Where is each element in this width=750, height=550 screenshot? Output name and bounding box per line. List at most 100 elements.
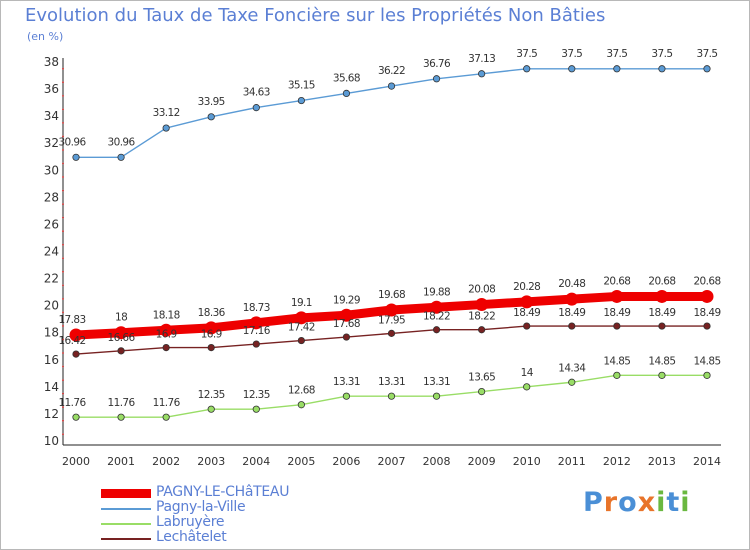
data-label: 19.1 [291, 297, 312, 309]
data-point [342, 333, 351, 341]
data-point [655, 289, 669, 303]
data-point [339, 308, 353, 322]
data-point [568, 65, 576, 73]
data-point [72, 413, 80, 421]
chart-title: Evolution du Taux de Taxe Foncière sur l… [25, 5, 606, 26]
data-point [117, 413, 125, 421]
data-point [432, 75, 441, 83]
y-minor-tick [62, 352, 64, 354]
legend-swatch [101, 508, 151, 510]
y-minor-tick [62, 67, 64, 70]
data-label: 36.22 [378, 65, 405, 77]
data-point [72, 153, 80, 161]
data-label: 18.18 [153, 309, 180, 321]
data-point [252, 405, 260, 413]
x-tick-label: 2007 [378, 455, 406, 468]
data-label: 37.5 [697, 48, 718, 60]
y-minor-tick [62, 230, 64, 233]
data-label: 37.5 [651, 48, 672, 60]
data-point [249, 316, 263, 330]
y-tick-label: 22 [44, 272, 59, 286]
unit-label: (en %) [27, 30, 64, 43]
data-point [430, 300, 444, 314]
data-point [162, 413, 170, 421]
x-tick-label: 2009 [468, 455, 496, 468]
data-label: 12.35 [243, 389, 270, 401]
data-label: 20.68 [648, 275, 675, 287]
data-label: 33.95 [198, 96, 225, 108]
data-label: 36.76 [423, 58, 451, 70]
y-minor-tick [62, 406, 64, 409]
y-tick-label: 12 [44, 407, 59, 421]
data-label: 20.08 [468, 284, 495, 296]
data-point [297, 401, 305, 409]
data-label: 20.68 [603, 275, 630, 287]
data-point [475, 298, 489, 312]
data-label: 14.85 [648, 355, 675, 367]
data-label: 35.68 [333, 72, 360, 84]
data-label: 18.49 [513, 307, 540, 319]
data-label: 14.85 [603, 355, 630, 367]
y-tick-label: 38 [44, 55, 59, 69]
data-point [613, 322, 621, 330]
y-minor-tick [62, 379, 64, 381]
data-point [658, 322, 666, 330]
y-tick-label: 26 [44, 217, 59, 231]
data-label: 16.9 [201, 329, 222, 341]
y-minor-tick [62, 243, 64, 246]
y-tick-label: 30 [44, 163, 59, 177]
data-point [613, 65, 621, 73]
data-point [342, 89, 351, 98]
data-label: 11.76 [58, 397, 86, 409]
data-point [342, 392, 351, 400]
data-label: 18.36 [198, 307, 226, 319]
y-minor-tick [62, 419, 64, 422]
x-tick-label: 2014 [693, 455, 721, 468]
data-point [387, 392, 396, 400]
data-label: 19.29 [333, 294, 360, 306]
y-tick-label: 14 [44, 380, 59, 394]
data-point [613, 371, 621, 379]
data-point [568, 378, 576, 386]
y-minor-tick [62, 108, 64, 111]
data-point [610, 289, 624, 303]
logo-letter: r [603, 487, 619, 518]
data-label: 30.96 [108, 136, 136, 148]
data-label: 17.68 [333, 318, 360, 330]
data-label: 13.31 [423, 376, 450, 388]
data-label: 20.28 [513, 281, 540, 293]
y-tick-label: 28 [44, 190, 59, 204]
data-point [387, 82, 396, 90]
x-tick-label: 2002 [152, 455, 180, 468]
data-label: 37.5 [561, 48, 582, 60]
data-point [207, 344, 215, 352]
data-point [252, 340, 260, 348]
logo-letter: t [666, 487, 681, 518]
data-label: 18.49 [693, 307, 720, 319]
legend-label: Labruyère [156, 514, 225, 530]
y-minor-tick [62, 257, 64, 260]
data-label: 17.42 [288, 322, 315, 334]
y-minor-tick [62, 149, 64, 151]
x-tick-label: 2005 [287, 455, 315, 468]
data-point [207, 113, 215, 121]
data-point [297, 336, 305, 345]
data-label: 18.49 [648, 307, 675, 319]
data-label: 14.34 [558, 362, 586, 374]
proxiti-logo: Proxiti [583, 487, 691, 518]
data-point [432, 392, 441, 400]
logo-letter: i [680, 487, 691, 518]
data-point [523, 322, 531, 330]
x-tick-label: 2008 [423, 455, 451, 468]
legend-label: Lechâtelet [156, 529, 227, 545]
data-point [478, 70, 486, 78]
x-tick-label: 2011 [558, 455, 586, 468]
data-point [69, 328, 83, 342]
data-point [117, 347, 125, 355]
y-tick-label: 18 [44, 326, 59, 340]
data-point [162, 344, 170, 352]
y-minor-tick [62, 325, 64, 327]
data-point [162, 124, 170, 132]
data-label: 16.9 [156, 329, 177, 341]
